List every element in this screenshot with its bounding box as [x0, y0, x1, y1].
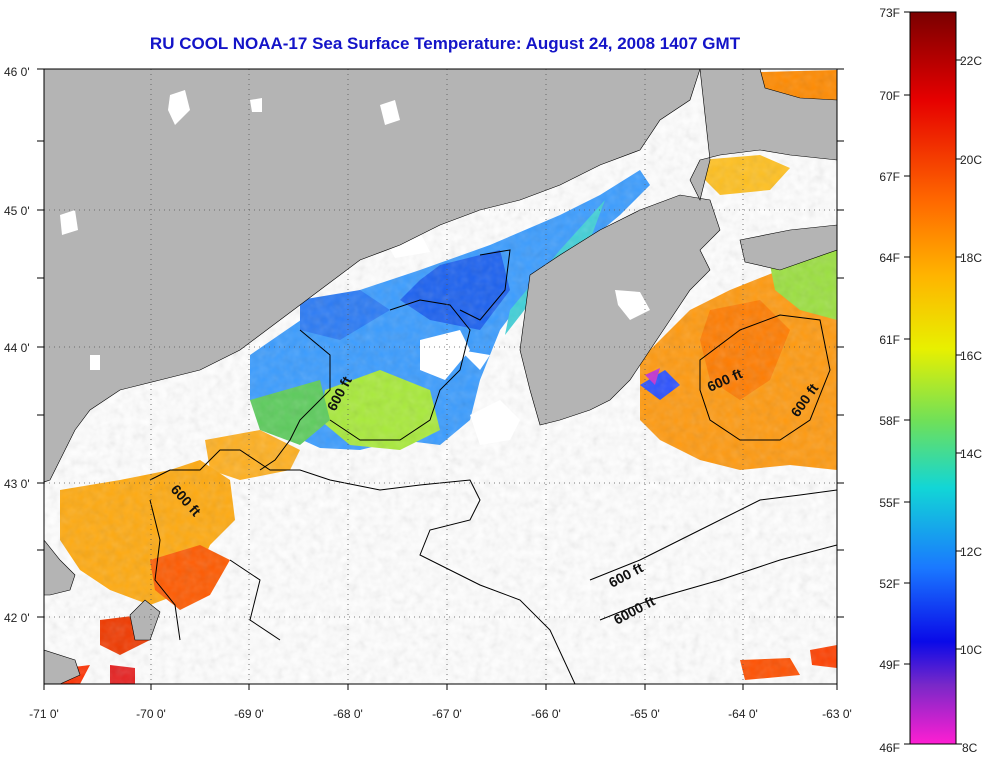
colorbar-f-label: 64F: [879, 251, 900, 265]
cloud-patches: [385, 232, 520, 445]
land-nova-scotia: [519, 194, 721, 426]
land: [44, 69, 837, 684]
gridlines: [44, 69, 837, 684]
colorbar-c-label: 22C: [960, 54, 982, 68]
colorbar-c-label: 16C: [960, 349, 982, 363]
lakes: [60, 90, 650, 370]
colorbar-f-label: 52F: [879, 577, 900, 591]
colorbar-f-label: 58F: [879, 414, 900, 428]
y-tick-label: 44 0': [4, 341, 30, 355]
colorbar-c-label: 14C: [960, 447, 982, 461]
colorbar-f-label: 46F: [879, 741, 900, 755]
x-tick-label: -69 0': [234, 707, 264, 721]
map-frame: [43, 68, 838, 685]
land-cape-south: [44, 649, 81, 684]
colorbar-f-label: 55F: [879, 496, 900, 510]
colorbar-f-label: 73F: [879, 6, 900, 20]
x-tick-label: -68 0': [333, 707, 363, 721]
x-axis-labels: -71 0' -70 0' -69 0' -68 0' -67 0' -66 0…: [29, 707, 852, 721]
x-tick-label: -67 0': [432, 707, 462, 721]
x-tick-label: -64 0': [728, 707, 758, 721]
x-tick-label: -65 0': [630, 707, 660, 721]
colorbar-f-label: 70F: [879, 89, 900, 103]
tick-marks: [37, 68, 844, 690]
y-tick-label: 45 0': [4, 204, 30, 218]
depth-contours: [149, 249, 837, 684]
map-title: RU COOL NOAA-17 Sea Surface Temperature:…: [149, 34, 741, 53]
map-area: 600 ft 600 ft 600 ft 600 ft 600 ft 6000 …: [44, 69, 837, 684]
colorbar-f-label: 61F: [879, 333, 900, 347]
x-tick-label: -70 0': [136, 707, 166, 721]
land-cape: [44, 539, 76, 596]
y-tick-label: 46 0': [4, 65, 30, 79]
x-tick-label: -71 0': [29, 707, 59, 721]
y-tick-label: 43 0': [4, 477, 30, 491]
land-cape-breton: [739, 224, 837, 271]
x-tick-label: -63 0': [822, 707, 852, 721]
y-tick-label: 42 0': [4, 611, 30, 625]
colorbar-f-label: 67F: [879, 170, 900, 184]
colorbar-f-label: 49F: [879, 658, 900, 672]
x-tick-label: -66 0': [531, 707, 561, 721]
colorbar-c-label: 8C: [962, 741, 978, 755]
land-mainland: [44, 69, 701, 483]
colorbar-gradient: [909, 11, 957, 745]
colorbar: 73F 70F 67F 64F 61F 58F 55F 52F 49F 46F …: [879, 6, 982, 755]
colorbar-c-label: 18C: [960, 251, 982, 265]
colorbar-c-label: 10C: [960, 643, 982, 657]
land-nb: [689, 69, 837, 201]
colorbar-c-label: 12C: [960, 545, 982, 559]
land-cape-cod: [129, 599, 161, 641]
colorbar-c-label: 20C: [960, 153, 982, 167]
y-axis-labels: 46 0' 45 0' 44 0' 43 0' 42 0': [4, 65, 30, 625]
